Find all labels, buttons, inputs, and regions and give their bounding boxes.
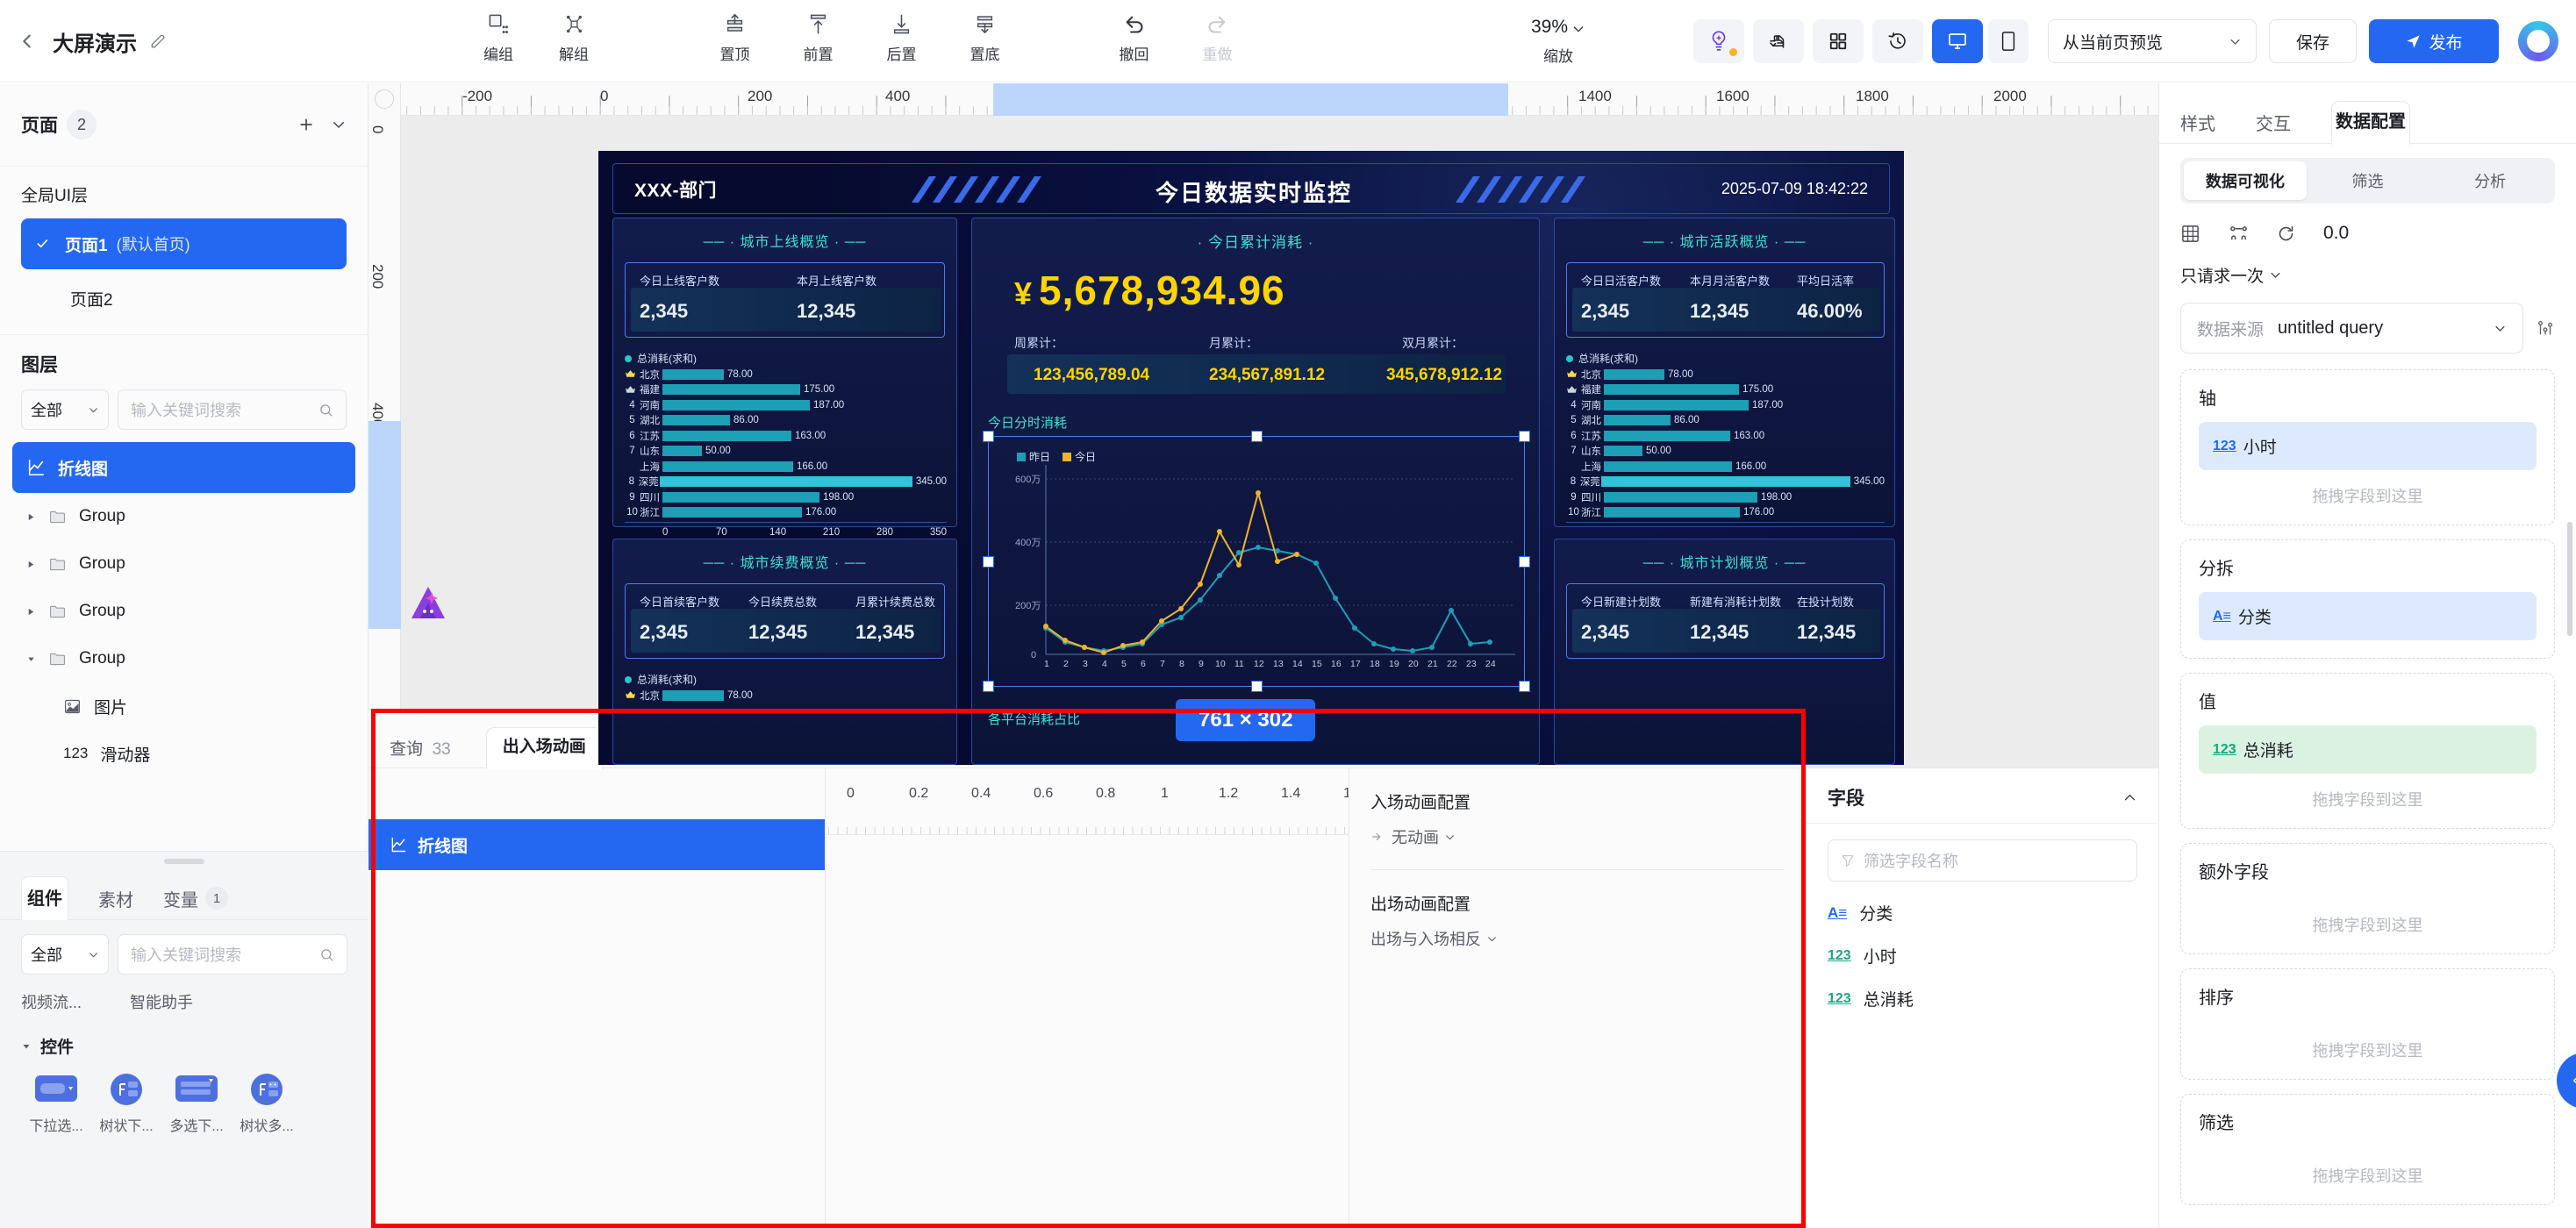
svg-text:16: 16 (1331, 659, 1342, 669)
svg-text:8: 8 (1179, 659, 1184, 669)
svg-text:24: 24 (1485, 659, 1496, 669)
svg-text:17: 17 (1350, 659, 1361, 669)
svg-text:3: 3 (1083, 659, 1088, 669)
svg-text:0: 0 (1031, 650, 1036, 660)
svg-text:12: 12 (1254, 659, 1264, 669)
svg-text:14: 14 (1292, 659, 1303, 669)
svg-text:2: 2 (1063, 659, 1069, 669)
svg-text:15: 15 (1312, 659, 1322, 669)
svg-text:6: 6 (1141, 659, 1146, 669)
svg-text:600万: 600万 (1015, 475, 1041, 485)
svg-text:1: 1 (1044, 659, 1049, 669)
svg-text:10: 10 (1215, 659, 1226, 669)
svg-text:7: 7 (1160, 659, 1165, 669)
svg-text:20: 20 (1408, 659, 1419, 669)
svg-text:22: 22 (1447, 659, 1457, 669)
svg-text:200万: 200万 (1015, 601, 1041, 611)
svg-text:21: 21 (1428, 659, 1438, 669)
svg-text:5: 5 (1121, 659, 1127, 669)
svg-text:11: 11 (1234, 659, 1244, 669)
svg-text:23: 23 (1466, 659, 1477, 669)
svg-text:4: 4 (1102, 659, 1107, 669)
svg-text:18: 18 (1370, 659, 1380, 669)
svg-text:400万: 400万 (1015, 538, 1041, 548)
svg-text:19: 19 (1389, 659, 1399, 669)
svg-text:9: 9 (1199, 659, 1204, 669)
svg-text:13: 13 (1273, 659, 1284, 669)
